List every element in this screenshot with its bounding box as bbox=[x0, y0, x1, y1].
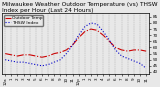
THSW Index bbox=[96, 24, 98, 25]
THSW Index bbox=[53, 62, 55, 63]
Outdoor Temp bbox=[65, 49, 67, 50]
THSW Index bbox=[29, 63, 31, 64]
THSW Index bbox=[59, 59, 61, 60]
Outdoor Temp bbox=[78, 37, 80, 38]
THSW Index bbox=[145, 68, 147, 69]
Outdoor Temp bbox=[41, 57, 43, 58]
Outdoor Temp bbox=[90, 29, 92, 30]
THSW Index bbox=[47, 64, 49, 65]
Line: THSW Index: THSW Index bbox=[5, 23, 146, 68]
THSW Index bbox=[16, 62, 18, 63]
THSW Index bbox=[84, 26, 86, 27]
Line: Outdoor Temp: Outdoor Temp bbox=[5, 29, 146, 57]
Outdoor Temp bbox=[29, 54, 31, 55]
Outdoor Temp bbox=[59, 52, 61, 53]
THSW Index bbox=[35, 64, 37, 65]
Outdoor Temp bbox=[72, 44, 74, 46]
THSW Index bbox=[133, 60, 135, 61]
THSW Index bbox=[41, 65, 43, 66]
Outdoor Temp bbox=[53, 53, 55, 54]
Outdoor Temp bbox=[84, 31, 86, 32]
Outdoor Temp bbox=[145, 51, 147, 52]
Outdoor Temp bbox=[35, 56, 37, 57]
Outdoor Temp bbox=[139, 49, 141, 50]
THSW Index bbox=[115, 49, 116, 50]
Outdoor Temp bbox=[121, 49, 123, 50]
Outdoor Temp bbox=[4, 53, 6, 54]
THSW Index bbox=[23, 62, 24, 63]
THSW Index bbox=[4, 59, 6, 60]
THSW Index bbox=[108, 40, 110, 41]
Outdoor Temp bbox=[16, 56, 18, 57]
THSW Index bbox=[78, 35, 80, 36]
Legend: Outdoor Temp, THSW Index: Outdoor Temp, THSW Index bbox=[4, 15, 43, 26]
THSW Index bbox=[127, 58, 129, 59]
THSW Index bbox=[121, 56, 123, 57]
Outdoor Temp bbox=[96, 30, 98, 31]
Outdoor Temp bbox=[47, 56, 49, 57]
Outdoor Temp bbox=[10, 54, 12, 55]
Outdoor Temp bbox=[133, 49, 135, 50]
THSW Index bbox=[10, 60, 12, 61]
Outdoor Temp bbox=[108, 41, 110, 42]
Outdoor Temp bbox=[127, 51, 129, 52]
Outdoor Temp bbox=[23, 54, 24, 55]
Text: Milwaukee Weather Outdoor Temperature (vs) THSW Index per Hour (Last 24 Hours): Milwaukee Weather Outdoor Temperature (v… bbox=[2, 2, 158, 13]
THSW Index bbox=[72, 44, 74, 46]
THSW Index bbox=[102, 31, 104, 32]
THSW Index bbox=[65, 53, 67, 54]
THSW Index bbox=[139, 63, 141, 64]
THSW Index bbox=[90, 22, 92, 23]
Outdoor Temp bbox=[115, 47, 116, 48]
Outdoor Temp bbox=[102, 35, 104, 36]
